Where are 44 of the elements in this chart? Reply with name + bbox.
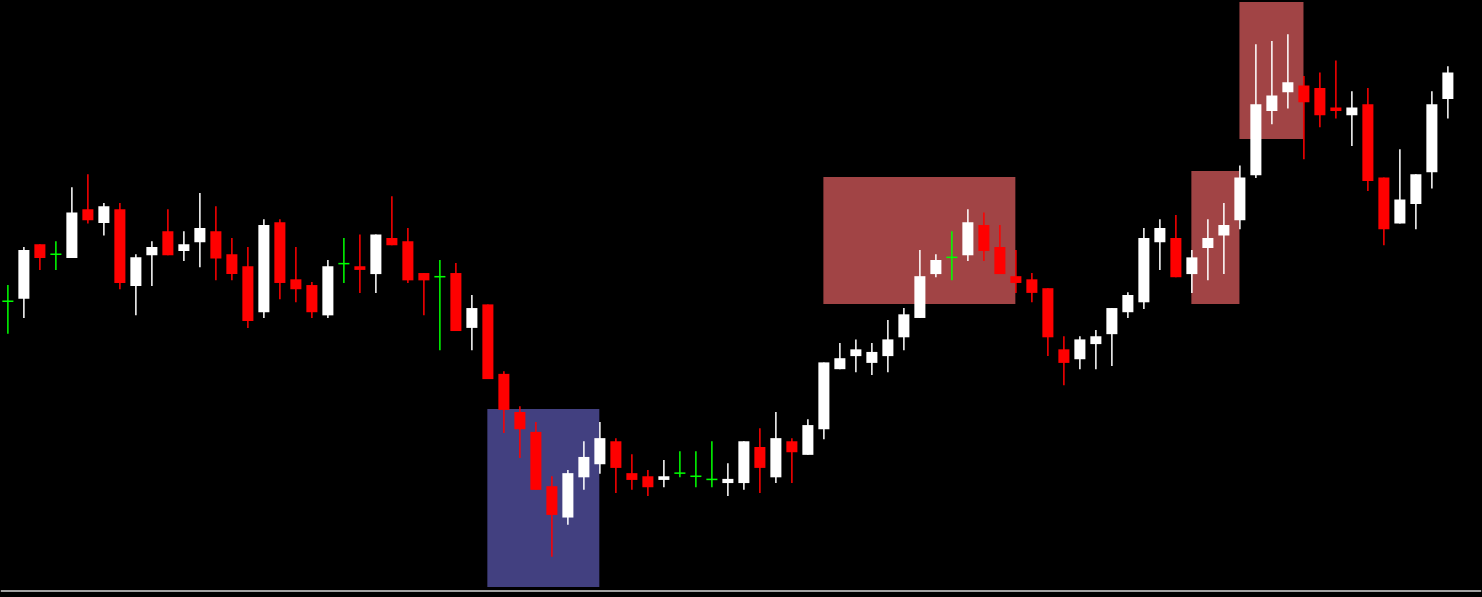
candlestick <box>194 192 206 269</box>
candlestick <box>290 246 302 304</box>
candlestick <box>1186 249 1198 294</box>
candlestick <box>866 342 878 376</box>
candlestick <box>626 453 638 491</box>
candlestick <box>930 253 942 278</box>
candlestick <box>49 240 63 271</box>
candlestick <box>882 319 894 374</box>
candlestick <box>898 307 910 352</box>
candlestick <box>754 427 766 494</box>
candlestick <box>1074 335 1086 370</box>
candlestick <box>1346 90 1358 147</box>
candlestick <box>1266 40 1278 125</box>
candlestick <box>722 462 734 497</box>
candlestick <box>1122 291 1134 319</box>
candlestick <box>834 342 846 370</box>
candlestick <box>1202 218 1214 282</box>
candlestick <box>1090 329 1102 370</box>
candlestick <box>386 195 398 247</box>
candlestick <box>850 338 862 374</box>
candlestick <box>1058 335 1070 387</box>
candlestick <box>34 243 46 271</box>
candlestick <box>1 284 15 335</box>
candlestick <box>354 233 366 294</box>
candlestick <box>82 173 94 225</box>
candlestick <box>98 202 110 237</box>
candlestick <box>146 240 158 287</box>
candlestick <box>1154 218 1166 271</box>
candlestick <box>418 272 430 317</box>
candlestick <box>466 294 478 352</box>
candlestick <box>1282 33 1294 110</box>
candlestick <box>642 469 654 497</box>
candlestick <box>1218 202 1230 275</box>
candlestick <box>673 450 687 479</box>
candlestick <box>578 440 590 491</box>
candlestick <box>178 230 190 262</box>
candlestick <box>1010 249 1022 294</box>
candlestick <box>786 437 798 484</box>
candlestick <box>514 405 526 459</box>
candlestick <box>1298 75 1310 160</box>
candlestick <box>226 237 238 282</box>
candlestick <box>1330 59 1342 120</box>
candlestick <box>658 459 670 489</box>
candlestick <box>1026 272 1038 304</box>
